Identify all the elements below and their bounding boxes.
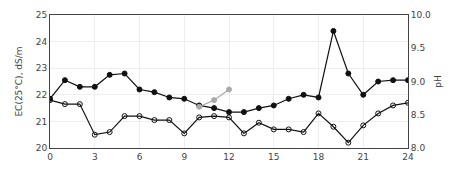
svg-text:15: 15	[268, 152, 279, 162]
svg-text:20: 20	[36, 143, 48, 153]
svg-text:EC(25°C), dS/m: EC(25°C), dS/m	[14, 46, 24, 116]
svg-text:10.0: 10.0	[411, 10, 431, 20]
svg-text:9.0: 9.0	[411, 77, 426, 87]
svg-text:6: 6	[137, 152, 143, 162]
svg-text:0: 0	[47, 152, 53, 162]
svg-text:21: 21	[36, 117, 47, 127]
svg-text:22: 22	[36, 90, 47, 100]
svg-text:8.5: 8.5	[411, 110, 425, 120]
svg-text:9.5: 9.5	[411, 43, 425, 53]
svg-text:3: 3	[92, 152, 98, 162]
svg-text:18: 18	[313, 152, 325, 162]
svg-text:25: 25	[36, 10, 47, 20]
svg-text:24: 24	[402, 152, 414, 162]
svg-text:8.0: 8.0	[411, 143, 426, 153]
svg-text:21: 21	[358, 152, 369, 162]
svg-text:24: 24	[36, 37, 48, 47]
svg-text:23: 23	[36, 63, 47, 73]
svg-text:pH: pH	[433, 75, 443, 87]
svg-text:9: 9	[181, 152, 187, 162]
svg-text:12: 12	[223, 152, 234, 162]
